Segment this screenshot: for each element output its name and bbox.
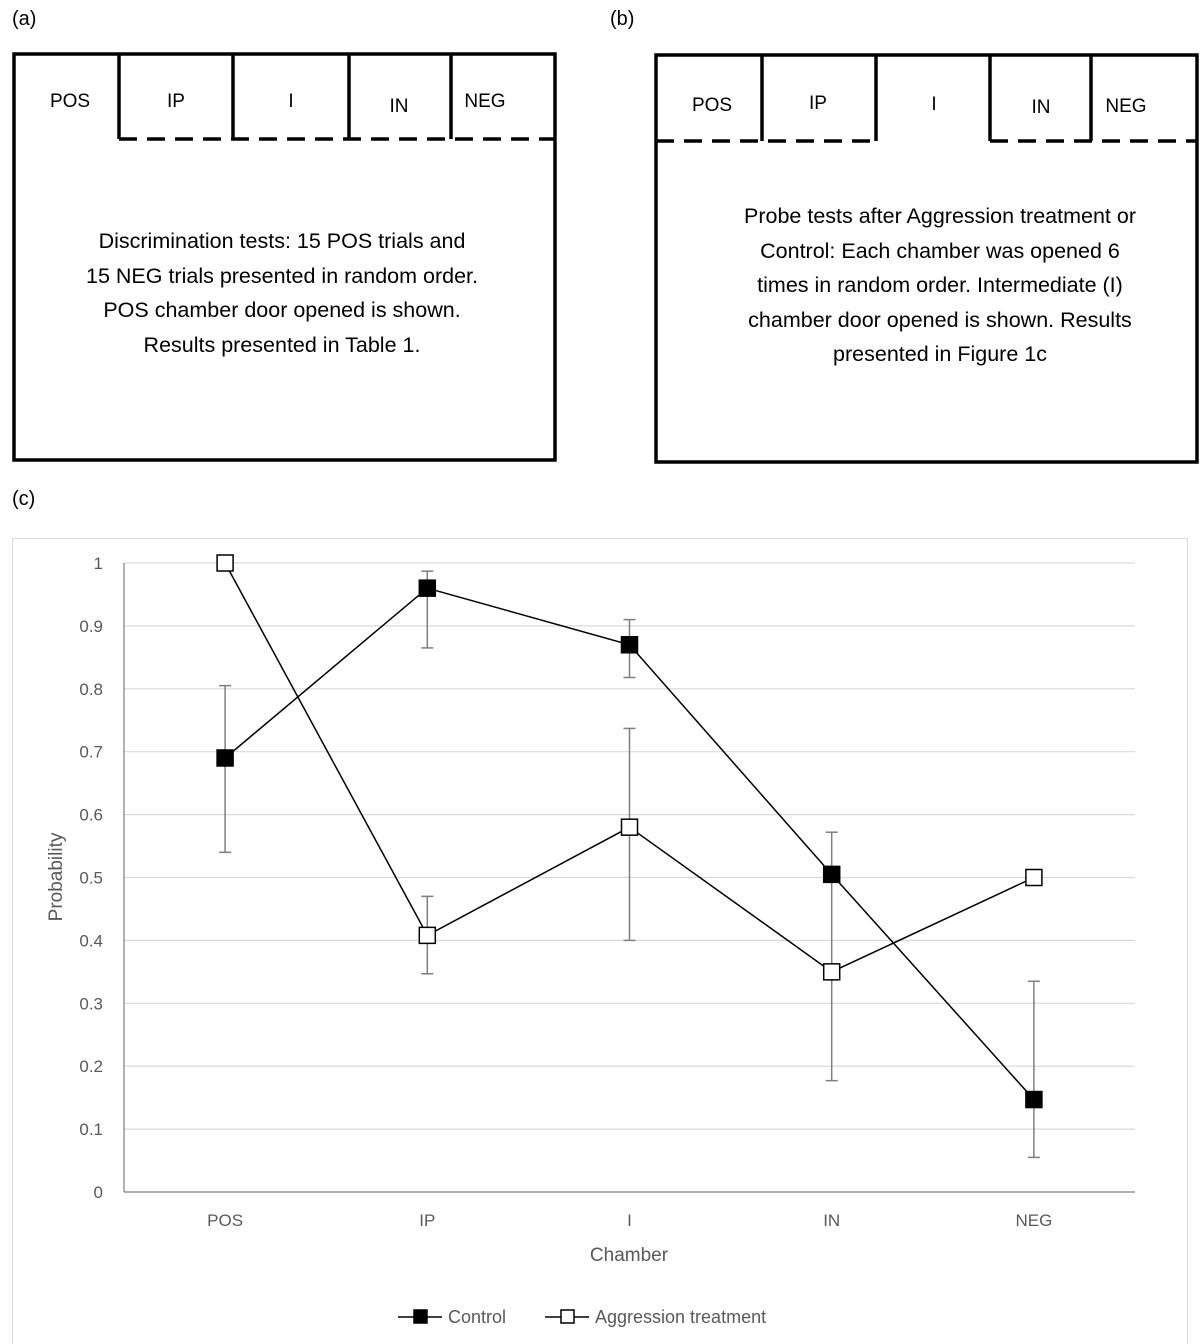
panel-a-outline: [12, 52, 557, 462]
panel-b-diagram: [654, 53, 1199, 464]
y-tick-label: 0.3: [79, 994, 103, 1013]
panel-a-chamber-pos: POS: [49, 91, 91, 112]
panel-a-description: Discrimination tests: 15 POS trials and …: [86, 229, 478, 357]
panel-b-chamber-neg: NEG: [1105, 96, 1147, 117]
y-tick-label: 0.6: [79, 806, 103, 825]
y-tick-label: 0.9: [79, 617, 103, 636]
y-tick-label: 0.5: [79, 869, 103, 888]
x-tick-labels: POS IP I IN NEG: [207, 1211, 1052, 1230]
data-point-marker: [418, 579, 437, 597]
panel-b-chamber-pos: POS: [691, 95, 733, 116]
panel-b-chamber-ip: IP: [809, 93, 827, 114]
panel-b-chamber-in: IN: [1031, 97, 1051, 118]
panel-a-chamber-i: I: [288, 91, 294, 112]
y-tick-label: 0.8: [79, 680, 103, 699]
legend-label: Control: [448, 1307, 506, 1327]
data-point-marker: [1025, 868, 1043, 887]
legend-marker: [413, 1309, 428, 1324]
x-tick-label: NEG: [1015, 1211, 1052, 1230]
panel-b-chamber-i: I: [931, 94, 937, 115]
y-tick-label: 0.1: [79, 1120, 103, 1139]
y-tick-label: 0.2: [79, 1057, 103, 1076]
series-markers: [216, 554, 1043, 1109]
data-point-marker: [1025, 1090, 1043, 1109]
panel-c-label: (c): [12, 488, 36, 510]
x-axis-label: Chamber: [590, 1245, 669, 1266]
y-axis-label: Probability: [46, 832, 67, 921]
data-point-marker: [620, 636, 639, 654]
data-point-marker: [822, 963, 841, 981]
panel-b-label: (b): [610, 8, 635, 30]
y-tick-label: 1: [94, 554, 103, 573]
panel-a-chamber-neg: NEG: [464, 91, 506, 112]
panel-a-chamber-in: IN: [389, 96, 409, 117]
legend-label: Aggression treatment: [595, 1307, 766, 1327]
y-tick-label: 0.7: [79, 743, 103, 762]
data-point-marker: [216, 749, 234, 767]
panel-b-outline: [654, 53, 1199, 464]
panel-a-chamber-ip: IP: [167, 91, 185, 112]
x-tick-label: POS: [207, 1211, 243, 1230]
y-tick-label: 0: [94, 1183, 103, 1202]
chart-axes: [123, 563, 1135, 1193]
chamber-diagrams: [12, 52, 1199, 464]
legend-marker: [560, 1309, 575, 1324]
data-point-marker: [822, 865, 841, 884]
panel-b-description: Probe tests after Aggression treatment o…: [744, 204, 1136, 366]
panel-a-diagram: [12, 52, 557, 462]
data-point-marker: [620, 818, 639, 836]
x-tick-label: IN: [823, 1211, 840, 1230]
y-tick-label: 0.4: [79, 931, 103, 950]
chart-frame: [12, 538, 1188, 1344]
x-tick-label: I: [627, 1211, 632, 1230]
chart-legend: Control Aggression treatment: [398, 1307, 766, 1327]
y-tick-labels: 0 0.1 0.2 0.3 0.4 0.5 0.6 0.7 0.8 0.9 1: [79, 554, 103, 1202]
x-tick-label: IP: [419, 1211, 435, 1230]
panel-a-label: (a): [12, 8, 37, 30]
data-point-marker: [418, 926, 437, 945]
data-point-marker: [216, 554, 234, 572]
